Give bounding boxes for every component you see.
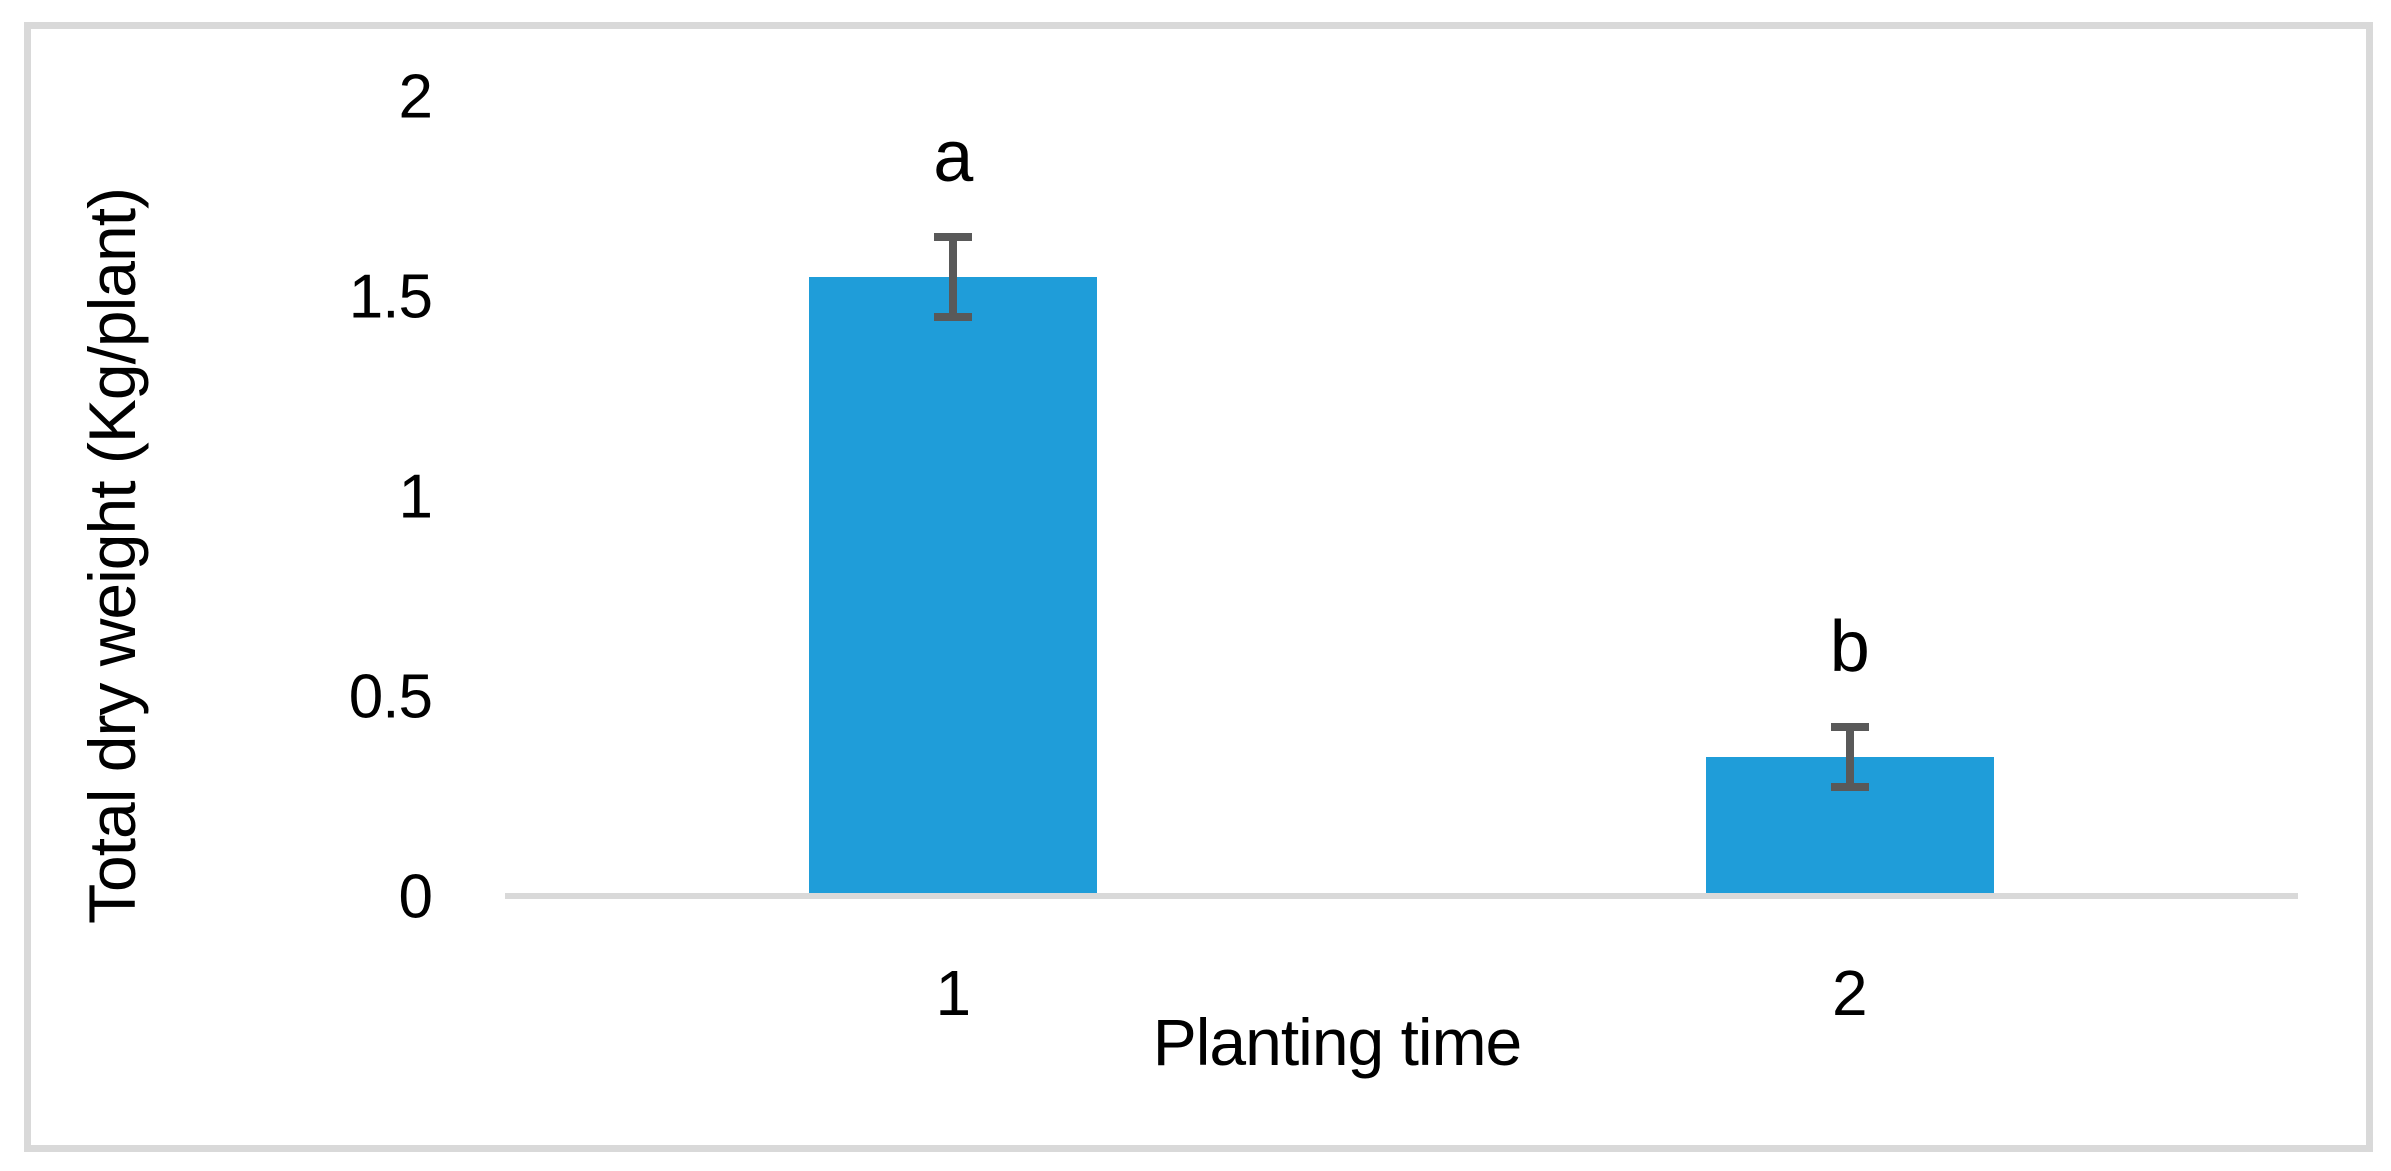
- y-tick-label: 0.5: [348, 662, 433, 732]
- error-bar-line: [949, 237, 958, 317]
- y-axis-title: Total dry weight (Kg/plant): [75, 187, 149, 925]
- x-tick-label: 1: [935, 957, 972, 1029]
- error-bar-top-cap: [934, 233, 973, 241]
- x-axis-baseline: [505, 893, 2298, 899]
- sig-label: b: [1829, 607, 1870, 687]
- y-tick-label: 1.5: [348, 262, 433, 332]
- y-tick-label: 1: [398, 462, 433, 532]
- error-bar-bottom-cap: [1830, 783, 1869, 791]
- error-bar-line: [1845, 727, 1854, 787]
- y-tick-label: 2: [398, 62, 433, 132]
- chart-border: [24, 22, 2373, 1152]
- error-bar-bottom-cap: [934, 313, 973, 321]
- bar: [809, 277, 1098, 897]
- x-axis-title: Planting time: [1152, 1005, 1523, 1079]
- sig-label: a: [933, 117, 974, 197]
- y-tick-label: 0: [398, 862, 433, 932]
- x-tick-label: 2: [1831, 957, 1868, 1029]
- error-bar-top-cap: [1830, 723, 1869, 731]
